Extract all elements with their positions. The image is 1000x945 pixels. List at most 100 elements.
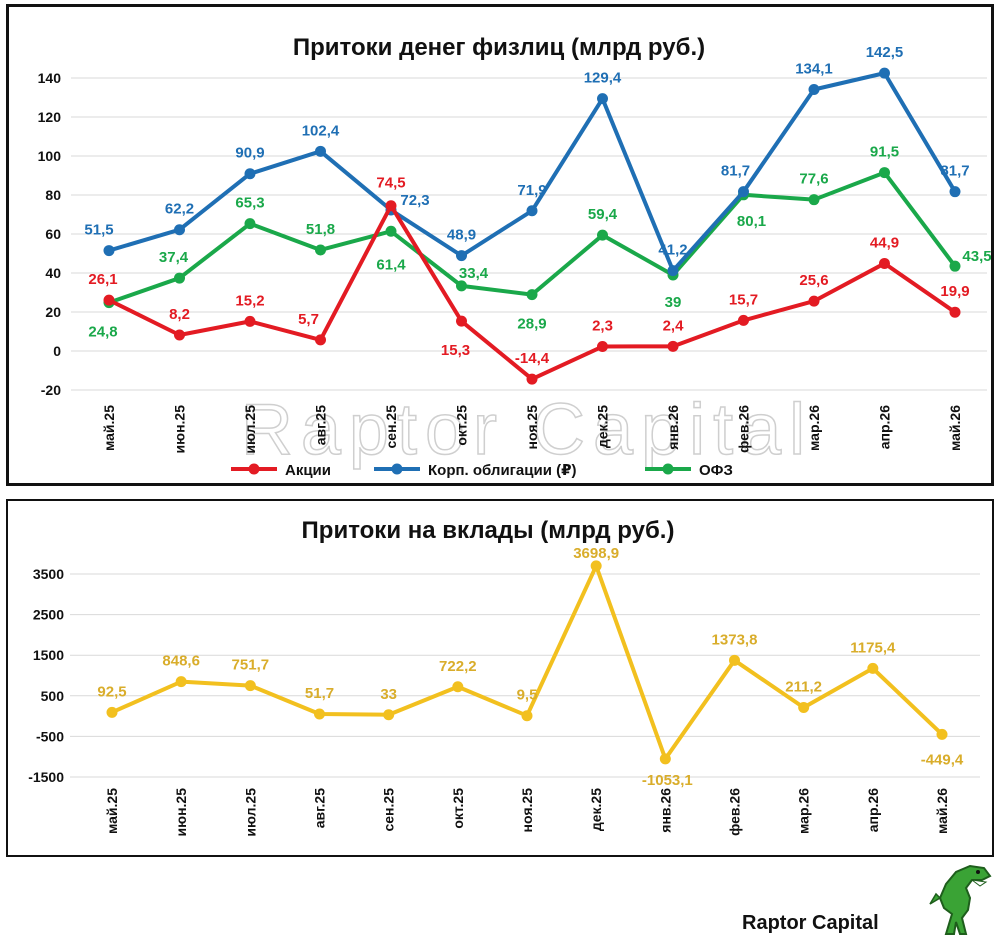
data-point	[456, 280, 467, 292]
x-tick-label: мар.26	[806, 405, 822, 451]
data-point	[597, 93, 608, 105]
data-label: 59,4	[588, 206, 618, 223]
data-point	[452, 681, 464, 693]
data-point	[729, 654, 740, 666]
line-chart-deposit-inflows: -1500 -500 500 1500 2500 3500 Притоки на вклад…	[28, 517, 980, 837]
data-point	[949, 306, 961, 318]
chart-title: Притоки на вклады (млрд руб.)	[302, 517, 675, 544]
data-label: 92,5	[97, 683, 126, 700]
data-label: 2,4	[663, 317, 685, 334]
data-label: 44,9	[870, 234, 899, 251]
data-point	[526, 205, 538, 217]
x-tick-label: мар.26	[796, 788, 812, 834]
data-point	[244, 680, 256, 692]
x-tick-label: сен.25	[381, 788, 397, 832]
data-point	[244, 315, 256, 327]
x-tick-label: окт.25	[450, 788, 466, 829]
data-point	[315, 145, 326, 157]
chart-panel-retail-inflows: Raptor Capital -20 0 20 40 60 80 100 120 140 Прито…	[6, 4, 994, 486]
y-tick-label: 100	[38, 148, 62, 164]
data-label: 15,7	[729, 291, 758, 308]
x-tick-label: июл.25	[242, 788, 258, 837]
data-point	[597, 341, 608, 353]
data-point	[936, 728, 948, 740]
data-point	[738, 186, 749, 198]
x-tick-label: май.25	[104, 788, 120, 834]
data-label: 211,2	[785, 679, 822, 696]
data-label: 61,4	[376, 256, 406, 273]
data-label: 25,6	[799, 272, 828, 289]
data-point	[103, 245, 115, 257]
x-tick-label: сен.25	[383, 405, 399, 449]
data-label: -1053,1	[642, 772, 693, 789]
data-point	[879, 167, 890, 179]
line-chart-retail-inflows: Raptor Capital -20 0 20 40 60 80 100 120 140 Прито…	[38, 34, 992, 479]
data-label: 39	[665, 294, 682, 311]
data-point	[798, 702, 810, 714]
legend-label: Акции	[285, 462, 331, 479]
x-tick-label: ноя.25	[524, 405, 540, 450]
watermark-text: Raptor Capital	[241, 390, 813, 470]
data-point	[879, 67, 890, 79]
data-point	[590, 560, 602, 572]
brand-name: Raptor Capital	[742, 912, 879, 934]
data-point	[174, 224, 185, 236]
data-label: 8,2	[169, 306, 190, 323]
data-point	[456, 250, 467, 262]
y-tick-label: 500	[41, 688, 65, 704]
x-tick-label: авг.25	[313, 405, 329, 445]
y-tick-label: -500	[36, 728, 64, 744]
data-point	[175, 676, 187, 688]
data-point	[244, 168, 256, 180]
data-label: 15,2	[235, 292, 264, 309]
data-label: 41,2	[658, 242, 687, 259]
data-label: 129,4	[584, 70, 622, 87]
data-label: 90,9	[235, 145, 264, 162]
x-tick-label: фев.26	[727, 788, 743, 836]
data-label: 81,7	[940, 163, 969, 180]
data-label: 51,8	[306, 221, 335, 238]
data-point	[314, 708, 325, 720]
data-label: 51,7	[305, 685, 334, 702]
chart-title: Притоки денег физлиц (млрд руб.)	[293, 34, 705, 61]
y-tick-label: 60	[45, 226, 61, 242]
data-point	[174, 329, 185, 341]
y-tick-label: -20	[41, 382, 61, 398]
x-tick-label: дек.25	[588, 788, 604, 831]
data-label: 15,3	[441, 342, 470, 359]
data-point	[385, 200, 397, 212]
data-label: 81,7	[721, 163, 750, 180]
data-label: 722,2	[439, 658, 477, 675]
x-tick-label: авг.25	[312, 788, 328, 828]
x-tick-label: дек.25	[595, 405, 611, 448]
chart-panel-deposit-inflows: -1500 -500 500 1500 2500 3500 Притоки на вклад…	[6, 499, 994, 857]
data-label: 19,9	[940, 283, 969, 300]
data-label: 5,7	[298, 311, 319, 328]
data-label: 80,1	[737, 213, 766, 230]
data-label: 77,6	[799, 171, 828, 188]
data-point	[808, 295, 820, 307]
y-tick-label: 140	[38, 70, 62, 86]
data-point	[808, 84, 820, 96]
data-point	[315, 334, 326, 346]
y-tick-label: 40	[45, 265, 61, 281]
data-point	[949, 260, 961, 272]
data-point	[879, 257, 890, 269]
data-label: 26,1	[88, 271, 117, 288]
y-tick-label: 0	[53, 343, 61, 359]
data-label: 9,5	[517, 687, 538, 704]
data-point	[174, 272, 185, 284]
data-label: 102,4	[302, 122, 340, 139]
x-tick-label: фев.26	[736, 405, 752, 453]
data-label: 3698,9	[573, 545, 619, 562]
data-label: 33	[380, 686, 397, 703]
x-tick-label: май.26	[947, 405, 963, 451]
data-point	[659, 753, 671, 765]
data-point	[383, 709, 395, 721]
y-tick-label: 1500	[33, 647, 64, 663]
data-point	[456, 315, 467, 327]
data-point	[738, 314, 749, 326]
y-tick-label: 20	[45, 304, 61, 320]
data-label: 65,3	[235, 195, 264, 212]
data-label: 74,5	[376, 175, 405, 192]
